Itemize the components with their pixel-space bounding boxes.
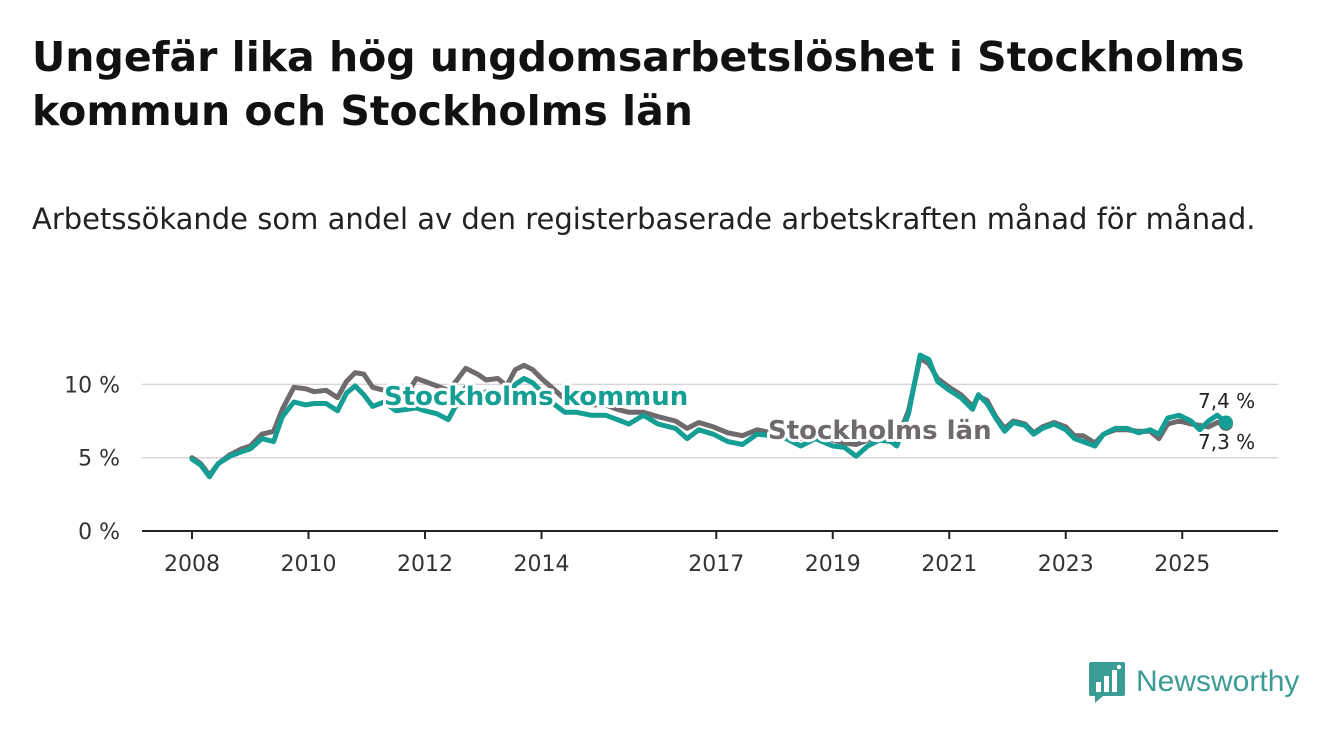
series-end-point (1218, 415, 1233, 430)
grid-lines (142, 383, 1278, 459)
x-tick-label: 2023 (1038, 552, 1094, 577)
brand-name: Newsworthy (1136, 665, 1300, 698)
x-tick-label: 2019 (805, 552, 861, 577)
brand-logo: Newsworthy (1088, 660, 1299, 704)
series-lines (189, 352, 1233, 480)
series-labels: Stockholms kommun Stockholms län 7,4 % 7,3 … (381, 379, 1257, 456)
y-tick-label: 0 % (78, 520, 120, 545)
y-tick-label: 5 % (78, 447, 120, 472)
x-tick-label: 2008 (164, 552, 220, 577)
x-tick-label: 2017 (688, 552, 744, 577)
newsworthy-logo-icon (1089, 662, 1125, 703)
series-label-stockholms-lan: Stockholms län (768, 416, 992, 446)
chart-title: Ungefär lika hög ungdomsarbetslöshet i S… (32, 33, 1245, 135)
y-tick-label: 10 % (64, 373, 120, 398)
x-tick-label: 2010 (281, 552, 337, 577)
end-value-label-kommun: 7,4 % (1198, 389, 1255, 413)
x-tick-label: 2014 (514, 552, 570, 577)
x-tick-label: 2021 (921, 552, 977, 577)
end-value-label-lan: 7,3 % (1198, 430, 1255, 454)
x-tick-label: 2012 (397, 552, 453, 577)
series-label-stockholms-kommun: Stockholms kommun (384, 382, 688, 412)
line-chart: 0 % 5 % 10 % 2008 2010 2012 2014 2017 2019 2021 20… (64, 352, 1278, 577)
series-line-stockholms-kommun (189, 352, 1229, 480)
chart-subtitle: Arbetssökande som andel av den registerb… (32, 202, 1256, 236)
axes: 0 % 5 % 10 % 2008 2010 2012 2014 2017 2019 2021 20… (64, 373, 1278, 577)
x-tick-label: 2025 (1154, 552, 1210, 577)
